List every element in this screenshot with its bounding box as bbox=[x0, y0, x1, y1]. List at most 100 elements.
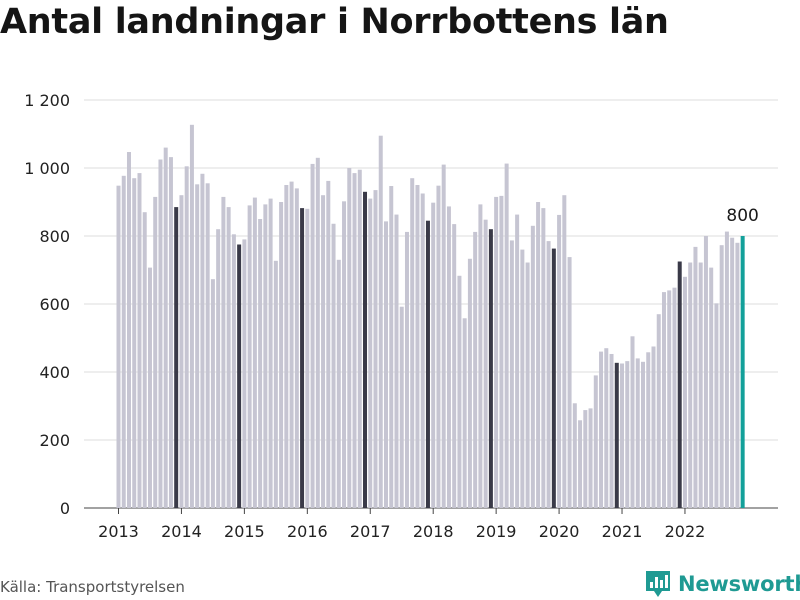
bar bbox=[126, 152, 131, 508]
bar bbox=[703, 236, 708, 508]
bar bbox=[693, 246, 698, 508]
bar bbox=[336, 259, 341, 508]
bar bbox=[174, 207, 179, 508]
bar bbox=[646, 352, 651, 508]
bar bbox=[467, 258, 472, 508]
gridlines bbox=[84, 99, 778, 509]
bar bbox=[530, 225, 535, 509]
x-tick-label: 2020 bbox=[539, 522, 580, 541]
bar bbox=[620, 363, 625, 508]
bar bbox=[252, 197, 257, 508]
bar bbox=[478, 204, 483, 508]
bar bbox=[509, 240, 514, 509]
bar bbox=[446, 206, 451, 509]
bar bbox=[599, 351, 604, 508]
brand-name: Newsworthy bbox=[678, 572, 800, 596]
bar bbox=[410, 178, 415, 508]
x-axis: 2013 2014 2015 2016 2017 2018 2019 2020 2021 2022 bbox=[98, 508, 705, 541]
bar bbox=[153, 196, 158, 508]
bar bbox=[740, 236, 745, 508]
bar bbox=[709, 267, 714, 508]
bar bbox=[168, 157, 173, 508]
bar bbox=[404, 231, 409, 509]
bar bbox=[452, 224, 457, 508]
bar bbox=[714, 303, 719, 508]
y-tick-label: 1 000 bbox=[24, 159, 70, 178]
bar bbox=[315, 157, 320, 509]
bar bbox=[661, 292, 666, 508]
x-tick-label: 2013 bbox=[98, 522, 139, 541]
bar bbox=[147, 267, 152, 508]
bar bbox=[347, 168, 352, 508]
bar bbox=[383, 221, 388, 508]
y-tick-label: 600 bbox=[39, 295, 70, 314]
y-tick-label: 200 bbox=[39, 431, 70, 450]
newsworthy-bar-chart-icon bbox=[646, 571, 670, 597]
bar bbox=[546, 241, 551, 508]
brand-logo[interactable]: Newsworthy bbox=[644, 569, 800, 599]
bar bbox=[300, 208, 305, 508]
x-tick-label: 2021 bbox=[602, 522, 643, 541]
bar bbox=[541, 208, 546, 508]
bar bbox=[567, 257, 572, 508]
bar bbox=[536, 202, 541, 508]
bar bbox=[242, 239, 247, 508]
bar bbox=[373, 190, 378, 508]
x-tick-label: 2017 bbox=[350, 522, 391, 541]
bar bbox=[326, 180, 331, 509]
bar bbox=[284, 185, 289, 508]
bar bbox=[294, 188, 299, 508]
x-tick-label: 2018 bbox=[413, 522, 454, 541]
bar bbox=[357, 169, 362, 508]
x-tick-label: 2019 bbox=[476, 522, 517, 541]
bar bbox=[698, 262, 703, 508]
bar bbox=[121, 175, 126, 508]
bar bbox=[462, 318, 467, 508]
bar bbox=[651, 346, 656, 508]
x-tick-label: 2014 bbox=[161, 522, 202, 541]
bar bbox=[179, 195, 184, 508]
bar bbox=[394, 214, 399, 508]
bar bbox=[420, 193, 425, 508]
chart-title: Antal landningar i Norrbottens län bbox=[0, 2, 669, 42]
bar bbox=[583, 410, 588, 508]
bar bbox=[415, 185, 420, 508]
bar bbox=[116, 185, 121, 508]
bar bbox=[557, 214, 562, 509]
bar bbox=[719, 245, 724, 508]
bar bbox=[630, 336, 635, 508]
bar bbox=[216, 229, 221, 508]
bar bbox=[488, 229, 493, 508]
y-axis: 0 200 400 600 800 1 000 1 200 bbox=[24, 91, 70, 518]
bar bbox=[504, 163, 509, 508]
x-tick-label: 2015 bbox=[224, 522, 265, 541]
bar bbox=[331, 223, 336, 508]
y-tick-label: 400 bbox=[39, 363, 70, 382]
bar bbox=[200, 173, 205, 508]
bar bbox=[158, 159, 163, 508]
bar bbox=[363, 191, 368, 509]
bar bbox=[226, 207, 231, 508]
bar bbox=[352, 173, 357, 508]
bar-chart: 0 200 400 600 800 1 000 1 200 2013 2014 2015 2016… bbox=[24, 91, 778, 541]
bar bbox=[499, 195, 504, 508]
bar bbox=[593, 375, 598, 508]
bar bbox=[614, 362, 619, 508]
bar bbox=[572, 403, 577, 508]
bar bbox=[310, 163, 315, 509]
bar bbox=[268, 198, 273, 508]
bar bbox=[289, 181, 294, 508]
bar bbox=[635, 358, 640, 508]
bar bbox=[724, 231, 729, 508]
bar bbox=[237, 244, 242, 508]
bar bbox=[667, 290, 672, 508]
bar bbox=[231, 234, 236, 509]
data-label: 800 bbox=[726, 206, 758, 226]
bar bbox=[221, 196, 226, 508]
bar bbox=[457, 275, 462, 508]
bar bbox=[578, 420, 583, 508]
bar bbox=[368, 198, 373, 508]
bar bbox=[273, 260, 278, 508]
bars bbox=[116, 124, 745, 509]
bar bbox=[132, 178, 137, 508]
